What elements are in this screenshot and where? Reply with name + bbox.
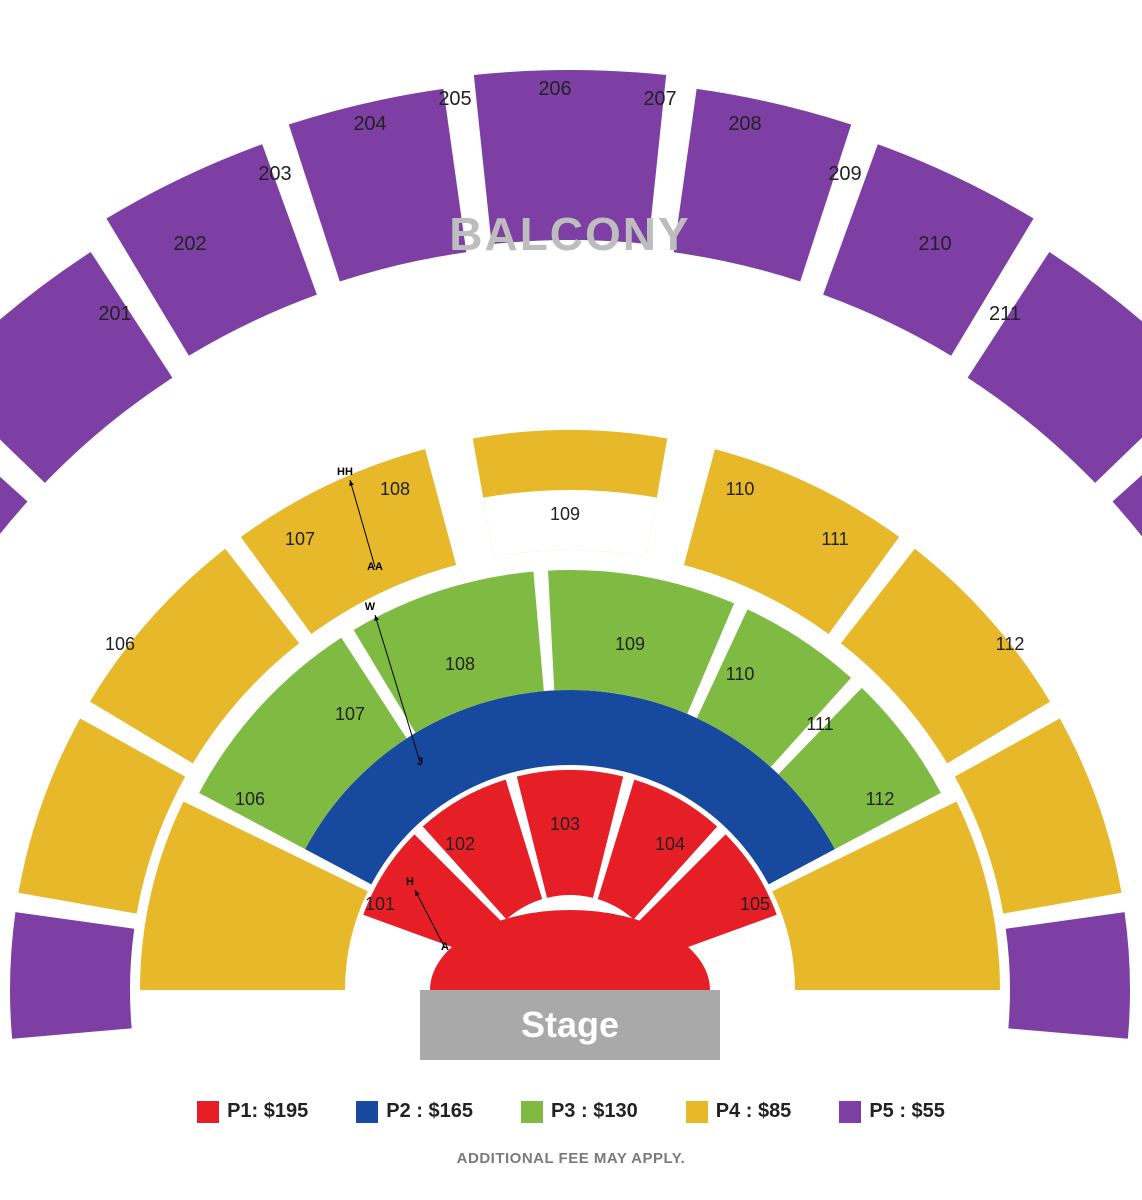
section-label-103: 103 bbox=[550, 814, 580, 834]
section-label-112: 112 bbox=[866, 789, 895, 809]
section-207[interactable] bbox=[674, 89, 852, 282]
legend-item-2: P3 : $130 bbox=[521, 1100, 638, 1123]
section-label-110: 110 bbox=[726, 664, 755, 684]
section-label-206: 206 bbox=[538, 78, 571, 100]
section-label-106: 106 bbox=[105, 634, 135, 654]
row-marker-W: W bbox=[365, 601, 376, 613]
section-label-204: 204 bbox=[353, 113, 386, 135]
section-label-105: 105 bbox=[740, 894, 770, 914]
section-label-111: 111 bbox=[821, 529, 848, 549]
section-label-108: 108 bbox=[380, 479, 410, 499]
legend-label: P4 : $85 bbox=[716, 1100, 792, 1123]
price-legend: P1: $195 P2 : $165 P3 : $130 P4 : $85 P5 : $… bbox=[0, 1100, 1142, 1123]
legend-label: P5 : $55 bbox=[869, 1100, 945, 1123]
legend-swatch bbox=[521, 1101, 543, 1123]
section-label-211: 211 bbox=[989, 303, 1021, 325]
row-marker-H: H bbox=[406, 876, 414, 888]
legend-swatch bbox=[197, 1101, 219, 1123]
legend-swatch bbox=[356, 1101, 378, 1123]
section-label-111: 111 bbox=[806, 714, 833, 734]
section-label-202: 202 bbox=[173, 233, 206, 255]
section-label-209: 209 bbox=[828, 163, 861, 185]
legend-label: P1: $195 bbox=[227, 1100, 308, 1123]
section-label-102: 102 bbox=[445, 834, 475, 854]
section-label-208: 208 bbox=[728, 113, 761, 135]
stage-label: Stage bbox=[521, 1004, 619, 1045]
section-label-107: 107 bbox=[285, 529, 315, 549]
legend-swatch bbox=[686, 1101, 708, 1123]
section-106[interactable] bbox=[10, 912, 134, 1039]
section-label-109: 109 bbox=[615, 634, 645, 654]
section-label-112: 112 bbox=[996, 634, 1025, 654]
legend-swatch bbox=[839, 1101, 861, 1123]
section-label-104: 104 bbox=[655, 834, 685, 854]
row-marker-HH: HH bbox=[337, 466, 353, 478]
section-203[interactable] bbox=[0, 252, 172, 483]
legend-item-4: P5 : $55 bbox=[839, 1100, 945, 1123]
seating-chart: 101 102 103 104 105 107 108 109 110 111 106 112 107 1… bbox=[0, 0, 1142, 1200]
legend-label: P2 : $165 bbox=[386, 1100, 473, 1123]
legend-item-0: P1: $195 bbox=[197, 1100, 308, 1123]
section-label-203: 203 bbox=[258, 163, 291, 185]
section-209[interactable] bbox=[968, 252, 1142, 483]
section-112[interactable] bbox=[1006, 912, 1130, 1039]
section-label-110: 110 bbox=[726, 479, 755, 499]
legend-item-1: P2 : $165 bbox=[356, 1100, 473, 1123]
section-label-107: 107 bbox=[335, 704, 365, 724]
section-label-201: 201 bbox=[98, 303, 131, 325]
section-label-207: 207 bbox=[643, 88, 676, 110]
section-label-106: 106 bbox=[235, 789, 265, 809]
row-marker-AA: AA bbox=[367, 561, 383, 573]
section-label-205: 205 bbox=[438, 88, 471, 110]
section-label-108: 108 bbox=[445, 654, 475, 674]
legend-item-3: P4 : $85 bbox=[686, 1100, 792, 1123]
footer-note: ADDITIONAL FEE MAY APPLY. bbox=[0, 1150, 1142, 1167]
balcony-label: BALCONY bbox=[449, 208, 690, 260]
row-marker-J: J bbox=[417, 756, 423, 768]
section-label-101: 101 bbox=[365, 894, 395, 914]
section-label-109: 109 bbox=[550, 504, 580, 524]
section-label-210: 210 bbox=[918, 233, 951, 255]
legend-label: P3 : $130 bbox=[551, 1100, 638, 1123]
row-marker-A: A bbox=[441, 941, 449, 953]
